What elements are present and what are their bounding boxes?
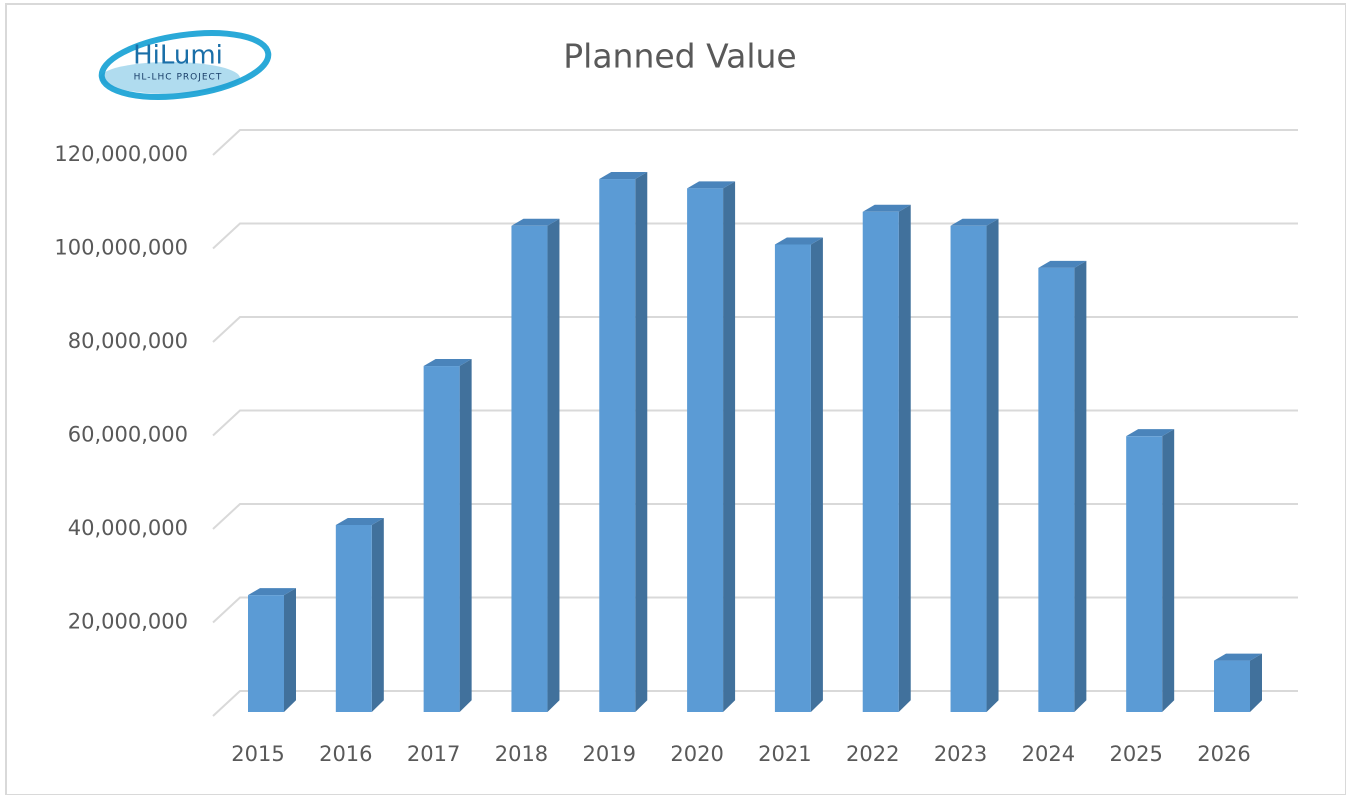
grid-line: [212, 503, 1298, 530]
bar-front: [687, 188, 724, 712]
bar: [862, 204, 911, 712]
y-tick-label: 60,000,000: [68, 423, 188, 447]
bar-side: [1250, 653, 1262, 712]
bar-top: [423, 359, 472, 367]
bar-side: [723, 181, 736, 712]
bar: [335, 518, 384, 712]
bar-side: [898, 204, 911, 712]
bar-side: [810, 237, 823, 712]
bar-side: [547, 218, 560, 713]
bar-side: [1162, 429, 1175, 712]
x-tick-label: 2016: [319, 742, 372, 766]
bar-top: [862, 204, 911, 212]
bar: [1214, 653, 1262, 712]
logo-name: HiLumi: [133, 41, 223, 71]
bar-side: [1074, 260, 1087, 712]
bar-top: [950, 218, 999, 226]
bar-side: [986, 218, 999, 713]
bar-top: [774, 237, 823, 245]
x-tick-label: 2025: [1109, 742, 1162, 766]
bar: [599, 172, 648, 713]
bar-side: [459, 359, 472, 712]
bar-front: [950, 225, 987, 713]
y-tick-label: 120,000,000: [54, 142, 188, 166]
bar-front: [248, 595, 284, 712]
x-tick-label: 2023: [934, 742, 987, 766]
bar-top: [687, 181, 736, 189]
bar-side: [284, 588, 296, 712]
y-tick-label: 20,000,000: [68, 610, 188, 634]
bar-top: [248, 588, 296, 596]
bar: [687, 181, 736, 712]
bar-top: [1126, 429, 1175, 437]
logo-subtitle: HL-LHC PROJECT: [134, 73, 223, 83]
bar-front: [1126, 436, 1163, 712]
bar-front: [511, 225, 548, 713]
bar-front: [423, 366, 460, 712]
grid-line: [212, 129, 1298, 156]
bar: [1126, 429, 1175, 712]
bar: [774, 237, 823, 712]
x-tick-label: 2022: [846, 742, 899, 766]
floor-line: [212, 690, 1298, 717]
bar: [1038, 260, 1087, 712]
x-tick-label: 2024: [1022, 742, 1075, 766]
bar-front: [599, 179, 636, 713]
bar: [248, 588, 296, 712]
x-tick-label: 2018: [495, 742, 548, 766]
bar-front: [774, 244, 811, 712]
bar-top: [1214, 653, 1262, 661]
bar-side: [635, 172, 648, 713]
bar: [423, 359, 472, 712]
grid-line: [212, 222, 1298, 250]
grid-line: [212, 316, 1298, 343]
chart-frame: [5, 3, 1346, 795]
bar-top: [511, 218, 560, 226]
bar-top: [1038, 260, 1087, 268]
bar: [511, 218, 560, 713]
y-tick-label: 100,000,000: [54, 236, 188, 260]
y-tick-label: 40,000,000: [68, 516, 188, 540]
bar-front: [1038, 267, 1075, 712]
logo: HiLumi HL-LHC PROJECT: [98, 30, 272, 100]
logo-shadow: [100, 62, 240, 94]
bar-side: [371, 518, 384, 712]
chart-title: Planned Value: [563, 37, 796, 76]
bar-front: [1214, 660, 1250, 712]
grid-line: [212, 596, 1298, 624]
x-tick-label: 2019: [583, 742, 636, 766]
bar: [950, 218, 999, 713]
x-tick-label: 2021: [758, 742, 811, 766]
x-tick-label: 2020: [670, 742, 723, 766]
x-tick-label: 2026: [1197, 742, 1250, 766]
y-tick-label: 80,000,000: [68, 329, 188, 353]
bar-top: [599, 172, 648, 180]
x-tick-label: 2017: [407, 742, 460, 766]
bar-top: [335, 518, 384, 525]
logo-swoosh: [98, 30, 272, 100]
grid-line: [212, 409, 1298, 437]
bar-front: [862, 211, 899, 712]
x-tick-label: 2015: [231, 742, 284, 766]
bar-front: [335, 525, 372, 712]
